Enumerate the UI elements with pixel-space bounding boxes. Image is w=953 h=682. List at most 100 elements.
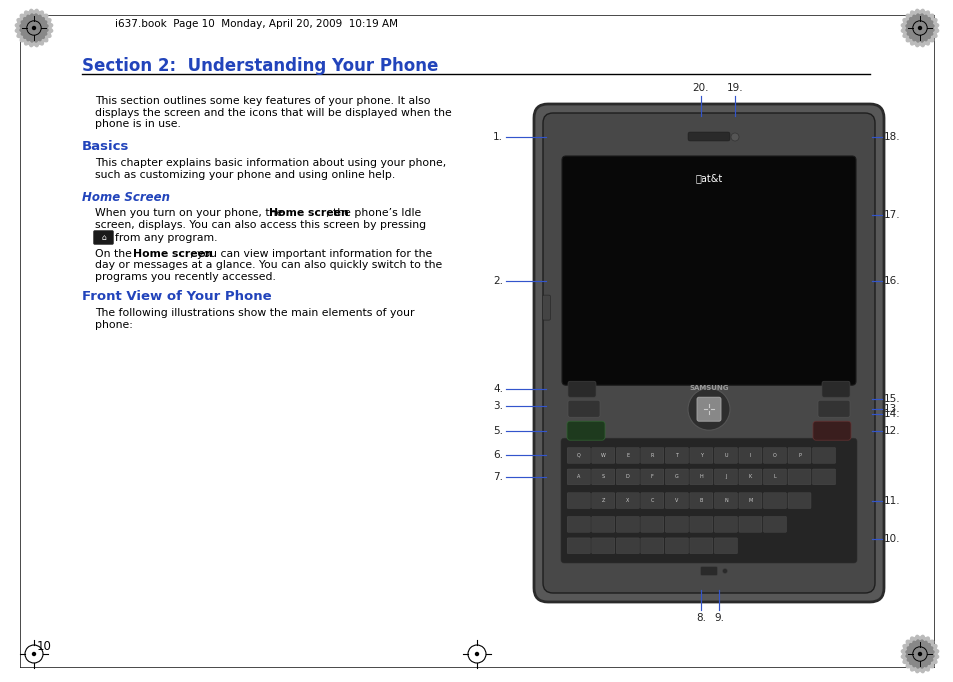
Circle shape (730, 133, 739, 141)
Text: 7.: 7. (493, 472, 502, 482)
FancyBboxPatch shape (689, 516, 712, 532)
FancyBboxPatch shape (560, 439, 856, 563)
Text: On the: On the (95, 249, 135, 259)
Text: N: N (723, 498, 727, 503)
Text: F: F (650, 475, 653, 479)
FancyBboxPatch shape (787, 493, 810, 508)
Text: phone is in use.: phone is in use. (95, 119, 181, 129)
FancyBboxPatch shape (542, 295, 550, 320)
FancyBboxPatch shape (567, 493, 590, 508)
FancyBboxPatch shape (739, 447, 761, 463)
Text: 8.: 8. (696, 613, 705, 623)
FancyBboxPatch shape (812, 469, 835, 485)
Circle shape (917, 26, 922, 30)
FancyBboxPatch shape (640, 493, 663, 508)
FancyBboxPatch shape (714, 516, 737, 532)
Text: 18.: 18. (883, 132, 900, 142)
FancyBboxPatch shape (664, 493, 688, 508)
Text: 15.: 15. (883, 394, 900, 404)
FancyBboxPatch shape (739, 516, 761, 532)
FancyBboxPatch shape (714, 538, 737, 554)
Text: Y: Y (700, 453, 702, 458)
Text: 12.: 12. (883, 426, 900, 436)
Text: SAMSUNG: SAMSUNG (688, 385, 728, 391)
Text: Z: Z (601, 498, 604, 503)
Text: ⌂: ⌂ (101, 233, 106, 242)
Text: 10.: 10. (883, 533, 900, 544)
Text: E: E (625, 453, 629, 458)
Text: R: R (650, 453, 654, 458)
FancyBboxPatch shape (591, 538, 614, 554)
Text: such as customizing your phone and using online help.: such as customizing your phone and using… (95, 170, 395, 179)
FancyBboxPatch shape (616, 516, 639, 532)
FancyBboxPatch shape (689, 493, 712, 508)
Text: 10: 10 (36, 640, 51, 653)
Text: I: I (749, 453, 750, 458)
Text: Q: Q (577, 453, 580, 458)
Text: 6.: 6. (493, 450, 502, 460)
FancyBboxPatch shape (689, 447, 712, 463)
FancyBboxPatch shape (714, 469, 737, 485)
FancyBboxPatch shape (697, 397, 720, 421)
Text: O: O (772, 453, 776, 458)
Circle shape (31, 26, 36, 30)
Text: Basics: Basics (82, 140, 130, 153)
FancyBboxPatch shape (567, 400, 599, 417)
FancyBboxPatch shape (821, 381, 849, 397)
Text: When you turn on your phone, the: When you turn on your phone, the (95, 208, 287, 218)
FancyBboxPatch shape (700, 567, 717, 576)
FancyBboxPatch shape (640, 447, 663, 463)
Circle shape (721, 569, 727, 574)
FancyBboxPatch shape (616, 493, 639, 508)
Polygon shape (15, 10, 52, 46)
Text: U: U (723, 453, 727, 458)
Text: C: C (650, 498, 654, 503)
Text: Front View of Your Phone: Front View of Your Phone (82, 290, 272, 303)
FancyBboxPatch shape (812, 447, 835, 463)
Text: 3.: 3. (493, 401, 502, 411)
Circle shape (687, 388, 729, 430)
FancyBboxPatch shape (812, 421, 850, 440)
FancyBboxPatch shape (787, 447, 810, 463)
FancyBboxPatch shape (616, 538, 639, 554)
FancyBboxPatch shape (640, 516, 663, 532)
FancyBboxPatch shape (542, 113, 874, 593)
Text: 17.: 17. (883, 210, 900, 220)
Text: , the phone’s Idle: , the phone’s Idle (326, 208, 421, 218)
Text: X: X (625, 498, 629, 503)
FancyBboxPatch shape (714, 493, 737, 508)
Text: This chapter explains basic information about using your phone,: This chapter explains basic information … (95, 158, 446, 168)
FancyBboxPatch shape (739, 469, 761, 485)
FancyBboxPatch shape (762, 493, 785, 508)
FancyBboxPatch shape (664, 516, 688, 532)
Polygon shape (901, 636, 938, 672)
Text: J: J (724, 475, 726, 479)
Text: 16.: 16. (883, 276, 900, 286)
FancyBboxPatch shape (591, 469, 614, 485)
Text: , you can view important information for the: , you can view important information for… (190, 249, 432, 259)
FancyBboxPatch shape (591, 493, 614, 508)
FancyBboxPatch shape (534, 104, 883, 602)
Circle shape (31, 652, 36, 656)
Text: from any program.: from any program. (115, 233, 217, 243)
FancyBboxPatch shape (93, 231, 113, 245)
FancyBboxPatch shape (640, 538, 663, 554)
Text: displays the screen and the icons that will be displayed when the: displays the screen and the icons that w… (95, 108, 452, 117)
Text: 13.: 13. (883, 404, 900, 414)
FancyBboxPatch shape (762, 469, 785, 485)
FancyBboxPatch shape (567, 469, 590, 485)
Polygon shape (901, 10, 938, 46)
FancyBboxPatch shape (689, 469, 712, 485)
Text: S: S (601, 475, 604, 479)
Text: phone:: phone: (95, 319, 132, 329)
FancyBboxPatch shape (687, 132, 729, 141)
Text: W: W (600, 453, 605, 458)
FancyBboxPatch shape (817, 400, 849, 417)
Text: This section outlines some key features of your phone. It also: This section outlines some key features … (95, 96, 430, 106)
Text: 5.: 5. (493, 426, 502, 436)
Text: D: D (625, 475, 629, 479)
FancyBboxPatch shape (762, 516, 785, 532)
FancyBboxPatch shape (567, 516, 590, 532)
Text: Home screen: Home screen (132, 249, 213, 259)
Text: Ⓐat&t: Ⓐat&t (695, 173, 721, 183)
